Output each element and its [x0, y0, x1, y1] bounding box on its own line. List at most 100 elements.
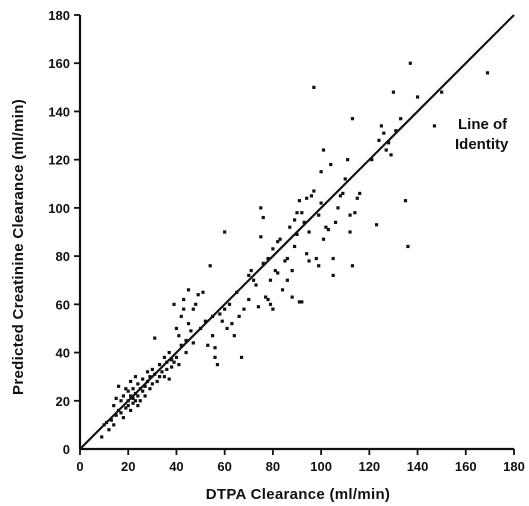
data-point	[114, 396, 118, 400]
y-tick-label: 120	[48, 153, 70, 168]
data-point	[114, 413, 118, 417]
data-point	[285, 278, 289, 282]
data-point	[317, 264, 321, 268]
data-point	[300, 300, 304, 304]
data-point	[186, 322, 191, 326]
data-point	[112, 423, 116, 427]
data-point	[143, 394, 147, 398]
data-point	[297, 300, 302, 304]
x-tick-label: 0	[76, 459, 83, 474]
data-point	[384, 148, 388, 152]
data-point	[266, 256, 270, 261]
data-point	[223, 307, 227, 311]
data-point	[312, 85, 316, 89]
data-point	[124, 406, 128, 410]
data-point	[143, 384, 147, 388]
x-tick-label: 80	[266, 459, 280, 474]
data-point	[295, 211, 299, 215]
x-axis-ticks: 0 20 40 60 80 100 120 140 160 180	[76, 449, 525, 474]
data-point	[162, 375, 166, 379]
data-point	[307, 230, 311, 234]
data-point	[184, 350, 188, 355]
data-point	[182, 307, 186, 311]
data-point	[225, 326, 229, 331]
data-point	[309, 194, 314, 198]
data-point	[358, 191, 362, 196]
data-point	[336, 206, 340, 210]
data-point	[167, 377, 171, 381]
data-point	[213, 346, 217, 350]
y-tick-label: 80	[56, 249, 70, 264]
x-tick-label: 120	[358, 459, 380, 474]
data-point	[415, 95, 420, 99]
x-tick-label: 20	[121, 459, 135, 474]
data-point	[150, 367, 154, 372]
data-point	[333, 220, 338, 224]
data-point	[211, 334, 215, 338]
data-point	[292, 218, 297, 222]
data-point	[116, 384, 121, 388]
data-point	[485, 71, 490, 75]
y-axis-ticks: 20 40 60 80 100 120 140 160 180 0	[48, 8, 80, 457]
data-point	[220, 319, 224, 323]
data-point	[162, 355, 166, 359]
data-point	[374, 223, 379, 227]
y-tick-label: 180	[48, 8, 70, 23]
data-point	[276, 240, 280, 244]
data-point	[119, 411, 123, 415]
data-point	[266, 297, 270, 302]
data-point	[133, 399, 138, 403]
data-points	[100, 61, 490, 439]
y-tick-label: 40	[56, 346, 70, 361]
data-point	[145, 370, 150, 374]
data-point	[124, 387, 128, 391]
data-point	[203, 319, 207, 323]
data-point	[329, 162, 333, 167]
data-point	[153, 336, 157, 340]
data-point	[109, 418, 113, 422]
x-tick-label: 60	[217, 459, 231, 474]
data-point	[184, 338, 188, 343]
x-tick-label: 100	[310, 459, 332, 474]
data-point	[399, 117, 403, 121]
y-tick-label: 140	[48, 104, 70, 119]
identity-label-line1: Line of	[458, 116, 508, 133]
data-point	[271, 307, 275, 311]
data-point	[278, 237, 282, 241]
data-point	[170, 365, 174, 369]
data-point	[121, 394, 125, 398]
data-point	[331, 273, 335, 277]
identity-line	[79, 14, 515, 450]
data-point	[350, 264, 355, 268]
data-point	[160, 370, 164, 374]
x-tick-label: 140	[407, 459, 429, 474]
data-point	[208, 264, 212, 268]
data-point	[317, 213, 321, 217]
data-point	[174, 326, 179, 331]
identity-label-line2: Identity	[455, 136, 509, 153]
y-tick-label: 100	[48, 201, 70, 216]
data-point	[382, 131, 386, 135]
data-point	[264, 295, 268, 299]
data-point	[133, 375, 138, 379]
data-point	[331, 256, 335, 261]
data-point	[138, 399, 142, 403]
data-point	[324, 225, 328, 229]
axes	[78, 15, 514, 451]
data-point	[157, 375, 162, 379]
data-point	[387, 141, 391, 145]
data-point	[141, 377, 145, 381]
data-point	[355, 196, 359, 200]
data-point	[100, 435, 104, 439]
data-point	[215, 363, 220, 367]
data-point	[167, 350, 171, 355]
y-tick-label: 60	[56, 297, 70, 312]
data-point	[285, 256, 289, 261]
data-point	[319, 170, 323, 174]
data-point	[254, 283, 258, 287]
data-point	[129, 394, 133, 398]
data-point	[237, 314, 241, 318]
data-point	[191, 341, 195, 345]
data-point	[350, 117, 355, 121]
data-point	[338, 194, 342, 198]
